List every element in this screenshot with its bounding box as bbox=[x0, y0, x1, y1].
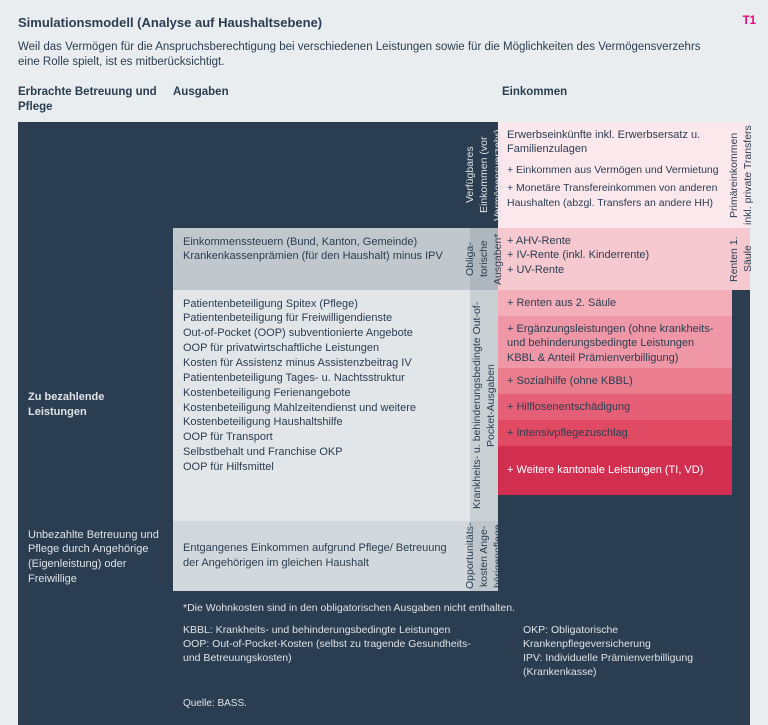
oop-item: Patientenbeteiligung Tages- u. Nachtsstr… bbox=[183, 371, 460, 386]
left-unpaid-care: Unbezahlte Betreuung und Pflege durch An… bbox=[18, 521, 173, 591]
left-paid-services: Zu bezahlende Leistungen bbox=[18, 290, 173, 521]
income-pillar2: + Renten aus 2. Säule bbox=[498, 290, 732, 316]
income-helpless: + Hilflosenentschädigung bbox=[498, 394, 732, 420]
figure-intro: Weil das Vermögen für die Anspruchsberec… bbox=[18, 40, 718, 71]
def-okp: OKP: Obligatorische Krankenpflegeversich… bbox=[523, 623, 734, 651]
inc-transfers: + Monetäre Transfereinkommen von anderen… bbox=[507, 181, 723, 209]
income-cantonal: + Weitere kantonale Leistungen (TI, VD) bbox=[498, 446, 732, 495]
inc-ahv: + AHV-Rente bbox=[507, 234, 723, 249]
vtab-obligatory: Obliga­torische Ausgaben* bbox=[470, 228, 498, 290]
inc-wealth: + Einkommen aus Vermögen und Vermietung bbox=[507, 163, 723, 177]
footnote-housing: *Die Wohnkosten sind in den obligatorisc… bbox=[183, 601, 734, 615]
vtab-oop: Krankheits- u. behinderungsbedingte Out-… bbox=[470, 290, 498, 521]
oop-item: OOP für Transport bbox=[183, 430, 460, 445]
column-headers: Erbrachte Betreuung und Pflege Ausgaben … bbox=[18, 85, 750, 116]
col-header-expense: Ausgaben bbox=[173, 85, 498, 116]
oop-item: Kostenbeteiligung Ferienangebote bbox=[183, 386, 460, 401]
left-column: Zu bezahlende Leistungen Unbezahlte Betr… bbox=[18, 122, 173, 591]
vtab-pillar1: Renten 1. Säule bbox=[732, 228, 750, 290]
oop-item: Kostenbeteiligung Mahlzeitendienst und w… bbox=[183, 401, 460, 416]
col-header-income: Einkommen bbox=[498, 85, 750, 116]
oop-item: OOP für privatwirtschaftliche Leistungen bbox=[183, 341, 460, 356]
vtab-opportunity: Opportunitäts­kosten Ange­hörigenpflege bbox=[470, 521, 498, 591]
mid-opportunity: Entgangenes Einkommen aufgrund Pflege/ B… bbox=[173, 521, 470, 591]
oop-item: Selbstbehalt und Franchise OKP bbox=[183, 445, 460, 460]
income-el: + Ergänzungsleistungen (ohne krankheits-… bbox=[498, 316, 732, 368]
footnotes: *Die Wohnkosten sind in den obligatorisc… bbox=[18, 591, 750, 711]
def-ipv: IPV: Individuelle Prämienverbilligung (K… bbox=[523, 651, 734, 679]
mid-oop: Patientenbeteiligung Spitex (Pflege) Pat… bbox=[173, 290, 470, 521]
oop-item: Patientenbeteiligung Spitex (Pflege) bbox=[183, 297, 460, 312]
income-socialhelp: + Sozialhilfe (ohne KBBL) bbox=[498, 368, 732, 394]
mid-column: Einkommenssteuern (Bund, Kanton, Gemeind… bbox=[173, 122, 470, 591]
oop-item: Out-of-Pocket (OOP) subventionierte Ange… bbox=[183, 326, 460, 341]
def-kbbl: KBBL: Krankheits- und behinderungsbeding… bbox=[183, 623, 483, 637]
inc-iv: + IV-Rente (inkl. Kinderrente) bbox=[507, 248, 723, 263]
col-header-care: Erbrachte Betreuung und Pflege bbox=[18, 85, 173, 116]
oop-item: Patientenbeteiligung für Freiwilligendie… bbox=[183, 311, 460, 326]
income-primary: Erwerbseinkünfte inkl. Erwerbsersatz u. … bbox=[498, 122, 732, 228]
vtab-primary-income: Primäreinkommen inkl. private Transfers bbox=[732, 122, 750, 228]
figure-title: Simulationsmodell (Analyse auf Haushalts… bbox=[18, 14, 750, 32]
oop-item: OOP für Hilfsmittel bbox=[183, 460, 460, 475]
page: T1 Simulationsmodell (Analyse auf Hausha… bbox=[0, 0, 768, 725]
mid-obliga-tax: Einkommenssteuern (Bund, Kanton, Gemeind… bbox=[183, 235, 460, 250]
oop-item: Kosten für Assistenz minus Assistenzbeit… bbox=[183, 356, 460, 371]
diagram-board: Zu bezahlende Leistungen Unbezahlte Betr… bbox=[18, 122, 750, 725]
mid-obliga-kk: Krankenkassenprämien (für den Haushalt) … bbox=[183, 249, 460, 264]
vtab-disposable-income: Verfügbares Einkommen (vor Vermögensverz… bbox=[470, 122, 498, 228]
inc-earn: Erwerbseinkünfte inkl. Erwerbsersatz u. … bbox=[507, 128, 723, 158]
oop-item: Kostenbeteiligung Haushaltshilfe bbox=[183, 415, 460, 430]
mid-obligatory: Einkommenssteuern (Bund, Kanton, Gemeind… bbox=[173, 228, 470, 290]
mid-vtab-column: Verfügbares Einkommen (vor Vermögensverz… bbox=[470, 122, 498, 591]
inc-uv: + UV-Rente bbox=[507, 263, 723, 278]
figure-marker: T1 bbox=[743, 14, 756, 30]
income-intensiv: + Intensivpflegezuschlag bbox=[498, 420, 732, 446]
def-oop: OOP: Out-of-Pocket-Kosten (selbst zu tra… bbox=[183, 637, 483, 665]
right-column: Erwerbseinkünfte inkl. Erwerbsersatz u. … bbox=[498, 122, 732, 591]
right-vtab-column: Primäreinkommen inkl. private Transfers … bbox=[732, 122, 750, 591]
income-pillar1: + AHV-Rente + IV-Rente (inkl. Kinderrent… bbox=[498, 228, 732, 290]
